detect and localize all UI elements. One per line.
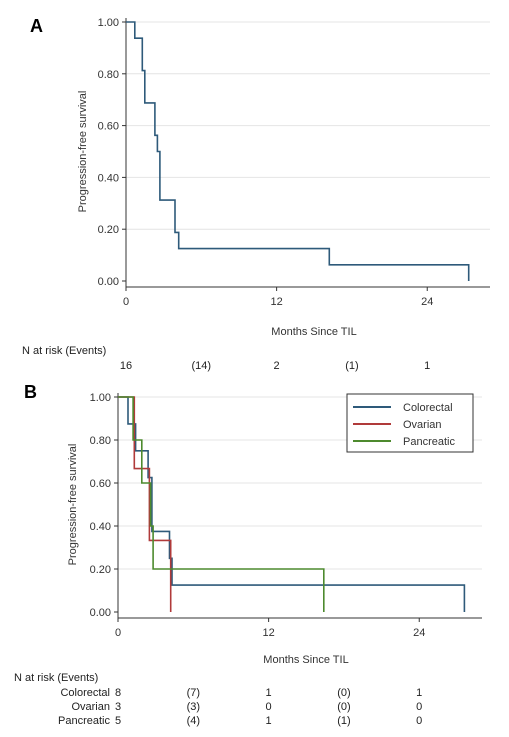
risk-value: 8: [115, 687, 121, 699]
panel-label: A: [30, 16, 43, 36]
x-tick-label: 12: [262, 627, 274, 639]
x-tick-label: 0: [123, 296, 129, 308]
y-tick-label: 0.40: [90, 521, 111, 533]
x-tick-label: 0: [115, 627, 121, 639]
x-axis-title: Months Since TIL: [263, 654, 348, 666]
x-tick-label: 12: [270, 296, 282, 308]
y-tick-label: 0.40: [98, 172, 119, 184]
series-line-ovarian: [118, 396, 172, 612]
risk-row-label: Pancreatic: [58, 715, 110, 727]
risk-value: 0: [416, 715, 422, 727]
series-line-colorectal: [118, 396, 466, 612]
risk-value: (14): [192, 360, 212, 372]
risk-value: 16: [120, 360, 132, 372]
x-tick-label: 24: [421, 296, 433, 308]
risk-value: (4): [187, 715, 200, 727]
y-tick-label: 0.00: [98, 276, 119, 288]
y-tick-label: 0.60: [90, 478, 111, 490]
series-line-0: [126, 21, 470, 281]
risk-value: (1): [337, 715, 350, 727]
series-line-pancreatic: [118, 396, 325, 612]
risk-value: 1: [416, 687, 422, 699]
y-axis-title: Progression-free survival: [67, 444, 79, 566]
y-tick-label: 1.00: [90, 392, 111, 404]
y-tick-label: 0.80: [90, 435, 111, 447]
panel-b: B 0.00 0.20 0.40 0.60 0.80 1.00 0 12 24 Progressio…: [14, 382, 482, 727]
risk-row-label: Ovarian: [71, 701, 110, 713]
legend-label: Pancreatic: [403, 436, 455, 448]
risk-table-title: N at risk (Events): [14, 672, 98, 684]
legend-label: Colorectal: [403, 402, 453, 414]
risk-value: (3): [187, 701, 200, 713]
panel-a: A0.000.200.400.600.801.000 12 24Progressio…: [22, 16, 490, 372]
y-tick-label: 0.20: [90, 564, 111, 576]
risk-value: 1: [424, 360, 430, 372]
y-tick-label: 0.20: [98, 224, 119, 236]
legend: Colorectal Ovarian Pancreatic: [346, 393, 474, 453]
y-tick-label: 1.00: [98, 17, 119, 29]
risk-value: (7): [187, 687, 200, 699]
risk-value: 3: [115, 701, 121, 713]
risk-value: 0: [416, 701, 422, 713]
risk-value: (0): [337, 701, 350, 713]
y-tick-label: 0.00: [90, 607, 111, 619]
risk-value: 0: [266, 701, 272, 713]
risk-value: 1: [266, 715, 272, 727]
risk-value: 5: [115, 715, 121, 727]
y-tick-label: 0.60: [98, 121, 119, 133]
x-axis-title: Months Since TIL: [271, 326, 356, 338]
y-axis-title: Progression-free survival: [77, 91, 89, 213]
panel-label: B: [24, 382, 37, 402]
risk-value: (1): [345, 360, 358, 372]
y-tick-label: 0.80: [98, 69, 119, 81]
x-tick-label: 24: [413, 627, 425, 639]
risk-value: (0): [337, 687, 350, 699]
risk-value: 2: [274, 360, 280, 372]
risk-value: 1: [266, 687, 272, 699]
risk-row-label: Colorectal: [60, 687, 110, 699]
legend-label: Ovarian: [403, 419, 442, 431]
risk-table-title: N at risk (Events): [22, 345, 106, 357]
